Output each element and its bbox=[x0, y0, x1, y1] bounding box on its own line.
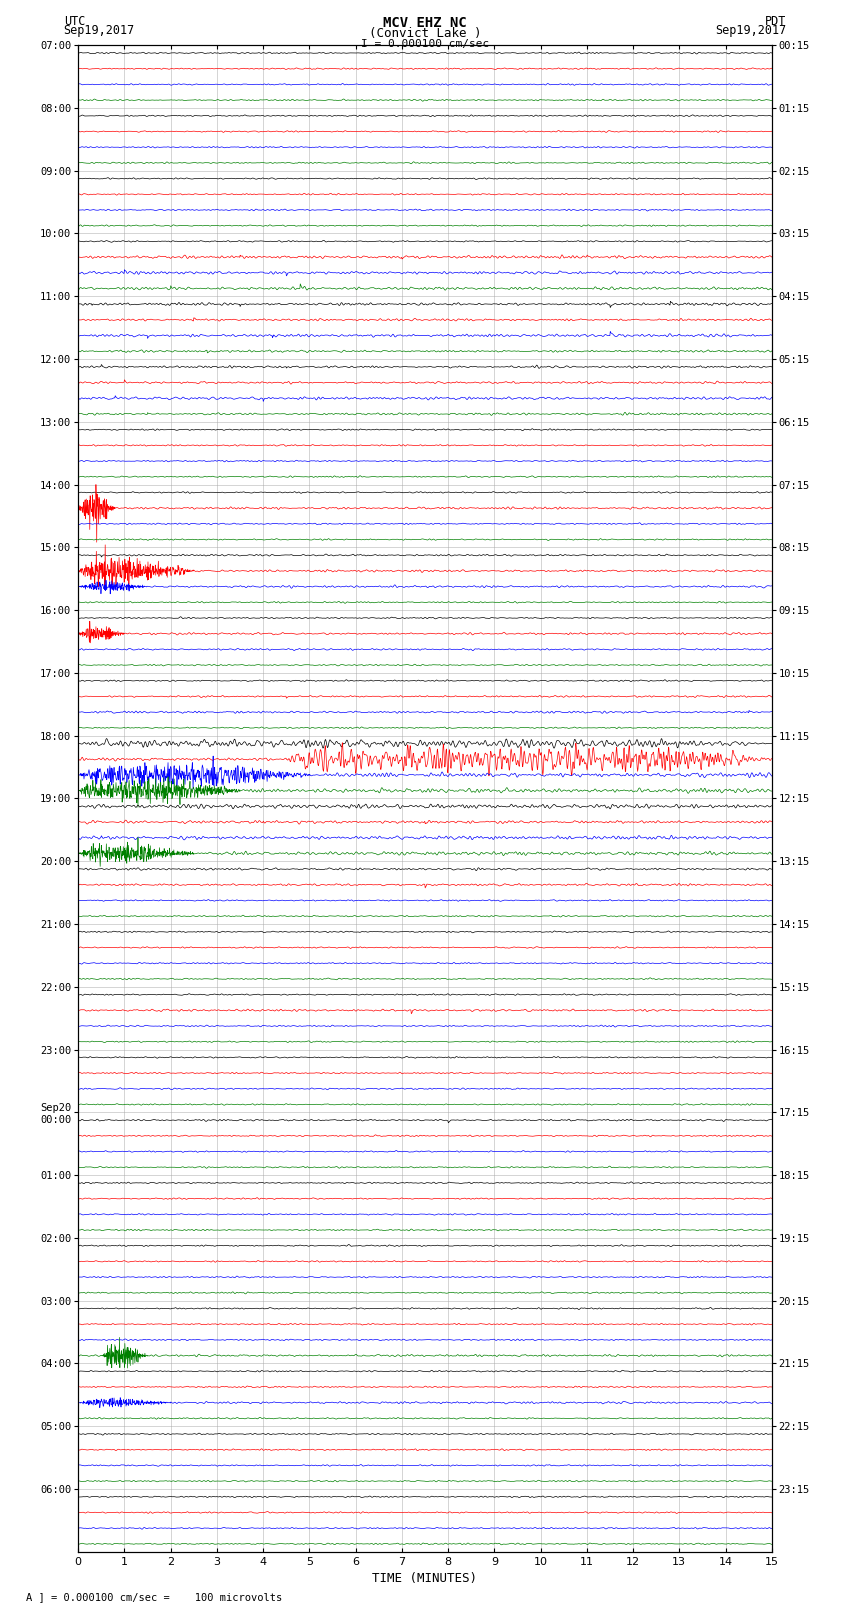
Text: PDT: PDT bbox=[765, 15, 786, 27]
Text: I = 0.000100 cm/sec: I = 0.000100 cm/sec bbox=[361, 39, 489, 48]
Text: A ] = 0.000100 cm/sec =    100 microvolts: A ] = 0.000100 cm/sec = 100 microvolts bbox=[26, 1592, 281, 1602]
Text: UTC: UTC bbox=[64, 15, 85, 27]
Text: Sep19,2017: Sep19,2017 bbox=[64, 24, 135, 37]
X-axis label: TIME (MINUTES): TIME (MINUTES) bbox=[372, 1573, 478, 1586]
Text: MCV EHZ NC: MCV EHZ NC bbox=[383, 16, 467, 31]
Text: Sep19,2017: Sep19,2017 bbox=[715, 24, 786, 37]
Text: (Convict Lake ): (Convict Lake ) bbox=[369, 27, 481, 40]
